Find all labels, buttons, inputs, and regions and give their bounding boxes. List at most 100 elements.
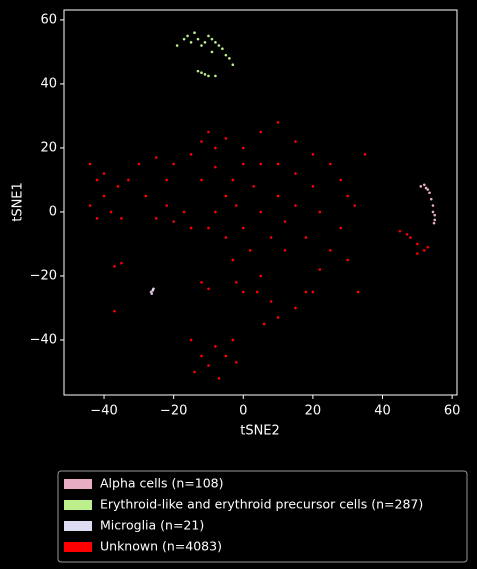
y-tick-label: 60 — [40, 12, 57, 27]
point — [200, 178, 203, 182]
point — [172, 220, 175, 223]
point — [189, 338, 193, 342]
point — [186, 34, 189, 38]
y-tick-label: 20 — [40, 140, 57, 155]
point — [152, 287, 155, 291]
point — [175, 44, 179, 47]
y-tick-label: −20 — [30, 268, 57, 283]
point — [426, 188, 430, 191]
point — [193, 370, 196, 374]
point — [431, 204, 435, 207]
point — [294, 204, 297, 207]
point — [283, 220, 287, 223]
point — [172, 162, 175, 166]
point — [398, 229, 402, 233]
point — [422, 249, 426, 252]
point — [200, 140, 203, 143]
legend-swatch — [64, 500, 92, 510]
point — [311, 185, 315, 188]
point — [165, 178, 168, 182]
point — [149, 290, 153, 294]
point — [259, 162, 262, 166]
point — [304, 290, 308, 294]
point — [248, 249, 252, 252]
point — [363, 153, 367, 156]
point — [193, 31, 196, 35]
point — [409, 236, 412, 239]
point — [311, 153, 315, 156]
point — [200, 71, 203, 75]
point — [210, 50, 214, 54]
x-tick-label: 60 — [444, 404, 461, 419]
point — [88, 162, 92, 166]
point — [120, 217, 123, 220]
point — [203, 41, 207, 44]
point — [214, 41, 217, 44]
point — [432, 221, 436, 225]
point — [224, 194, 228, 198]
point — [231, 178, 235, 182]
point — [224, 236, 228, 239]
point — [102, 194, 106, 198]
x-tick-label: −40 — [90, 404, 117, 419]
point — [95, 217, 99, 220]
point — [328, 249, 332, 252]
point — [353, 204, 356, 207]
point — [269, 300, 273, 303]
point — [207, 226, 210, 230]
point — [214, 165, 217, 169]
point — [154, 217, 158, 220]
point — [214, 210, 217, 214]
point — [154, 156, 158, 159]
point — [207, 364, 210, 367]
point — [259, 274, 262, 278]
point — [433, 213, 437, 217]
point — [217, 44, 221, 47]
point — [294, 306, 297, 310]
point — [165, 204, 168, 207]
legend-label: Unknown (n=4083) — [100, 539, 222, 554]
point — [235, 361, 238, 364]
point — [276, 316, 280, 319]
legend-label: Microglia (n=21) — [100, 518, 204, 533]
y-tick-label: 40 — [40, 76, 57, 91]
point — [294, 172, 297, 175]
point — [207, 34, 210, 38]
point — [207, 287, 210, 291]
y-tick-label: 0 — [49, 204, 57, 219]
point — [214, 74, 217, 78]
point — [144, 194, 148, 198]
point — [276, 194, 280, 198]
point — [276, 162, 280, 166]
point — [120, 261, 123, 265]
point — [255, 290, 259, 294]
point — [429, 197, 433, 201]
point — [241, 162, 245, 166]
point — [113, 265, 116, 268]
point — [231, 338, 235, 342]
legend-swatch — [64, 521, 92, 531]
legend-label: Erythroid-like and erythroid precursor c… — [100, 497, 423, 512]
legend-swatch — [64, 479, 92, 489]
point — [228, 57, 231, 60]
point — [318, 268, 322, 271]
point — [203, 73, 207, 76]
point — [200, 281, 203, 284]
point — [328, 162, 332, 166]
point — [311, 290, 315, 294]
point — [259, 130, 262, 134]
point — [137, 162, 141, 166]
point — [235, 281, 238, 284]
point — [269, 236, 273, 239]
point — [116, 185, 120, 188]
point — [346, 194, 349, 198]
point — [88, 204, 92, 207]
point — [259, 210, 262, 214]
point — [416, 242, 419, 246]
point — [207, 130, 210, 134]
x-tick-label: 0 — [239, 404, 247, 419]
point — [102, 172, 106, 175]
point — [339, 178, 343, 182]
point — [356, 290, 360, 294]
